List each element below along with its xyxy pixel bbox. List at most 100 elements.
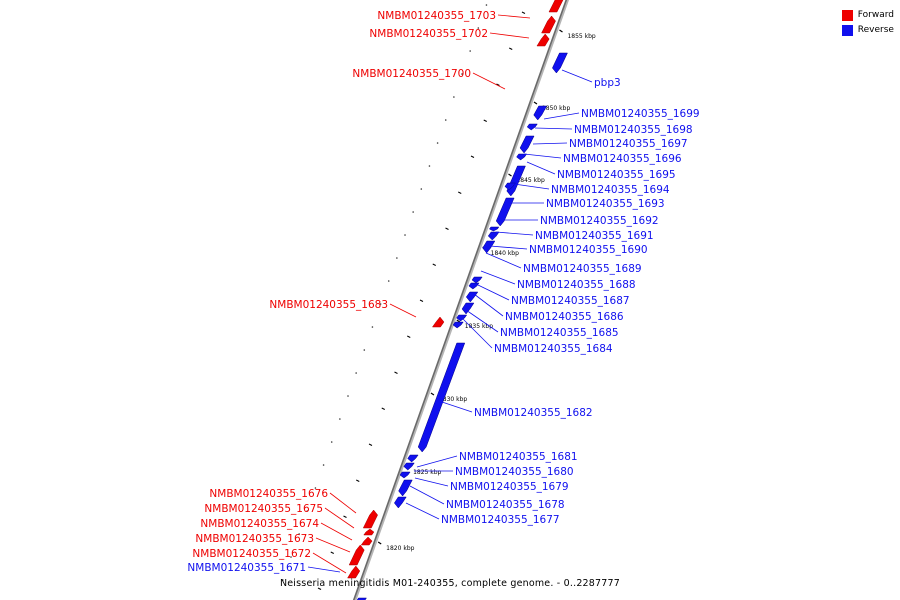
tick-mark	[456, 319, 461, 323]
gene-label[interactable]: NMBM01240355_1693	[546, 198, 665, 210]
gene-NMBM01240355_1699[interactable]	[533, 105, 548, 121]
scale-dot	[314, 487, 317, 489]
gene-NMBM01240355_1689[interactable]	[471, 276, 483, 284]
gene-NMBM01240355_1702[interactable]	[541, 15, 556, 34]
label-connector	[389, 303, 417, 318]
tick-mark	[533, 101, 538, 105]
tick-label: 1850 kbp	[542, 105, 570, 112]
gene-label[interactable]: NMBM01240355_1684	[494, 343, 613, 355]
scale-dot	[387, 280, 390, 282]
minor-tick	[458, 191, 462, 194]
gene-label[interactable]: NMBM01240355_1687	[511, 295, 630, 307]
gene-label[interactable]: NMBM01240355_1681	[459, 451, 578, 463]
gene-label[interactable]: NMBM01240355_1703	[377, 10, 496, 22]
gene-label[interactable]: NMBM01240355_1676	[209, 488, 328, 500]
gene-NMBM01240355_1694[interactable]	[504, 182, 516, 191]
gene-NMBM01240355_1677[interactable]	[394, 496, 407, 509]
gene-NMBM01240355_1681[interactable]	[407, 454, 419, 463]
gene-NMBM01240355_1680[interactable]	[403, 462, 415, 471]
gene-label[interactable]: NMBM01240355_1685	[500, 327, 619, 339]
gene-NMBM01240355_1696[interactable]	[516, 153, 528, 161]
backbone-line	[352, 0, 568, 600]
gene-label[interactable]: NMBM01240355_1677	[441, 514, 560, 526]
gene-label[interactable]: NMBM01240355_1692	[540, 215, 659, 227]
scale-dot	[298, 533, 300, 535]
gene-label[interactable]: NMBM01240355_1680	[455, 466, 574, 478]
label-connector	[315, 537, 351, 553]
label-connector	[312, 552, 347, 574]
label-connector	[523, 153, 562, 159]
label-connector	[472, 72, 506, 90]
legend-forward: Forward	[841, 8, 894, 23]
gene-NMBM01240355_1697[interactable]	[519, 135, 535, 154]
gene-NMBM01240355_1682[interactable]	[417, 342, 466, 453]
gene-NMBM01240355_1693[interactable]	[495, 197, 515, 227]
gene-NMBM01240355_1684[interactable]	[452, 321, 464, 329]
label-connector	[329, 492, 357, 514]
gene-pbp3[interactable]	[552, 52, 568, 74]
scale-dot	[485, 4, 488, 6]
gene-label[interactable]: NMBM01240355_1678	[446, 499, 565, 511]
reverse-swatch	[841, 25, 853, 36]
minor-tick	[394, 371, 398, 374]
gene-NMBM01240355_1676[interactable]	[362, 509, 378, 529]
tick-label: 1855 kbp	[567, 33, 595, 40]
gene-label[interactable]: NMBM01240355_1699	[581, 108, 700, 120]
gene-NMBM01240355_1678[interactable]	[398, 479, 413, 497]
label-connector	[495, 231, 534, 236]
gene-NMBM01240355_1703[interactable]	[548, 0, 564, 13]
gene-label[interactable]: NMBM01240355_1673	[195, 533, 314, 545]
gene-label[interactable]: NMBM01240355_1675	[204, 503, 323, 515]
gene-label[interactable]: NMBM01240355_1679	[450, 481, 569, 493]
tick-mark	[430, 392, 435, 396]
gene-NMBM01240355_1672[interactable]	[347, 565, 361, 579]
gene-label[interactable]: NMBM01240355_1697	[569, 138, 688, 150]
gene-NMBM01240355_1679[interactable]	[399, 471, 411, 479]
gene-label[interactable]: NMBM01240355_1696	[563, 153, 682, 165]
gene-NMBM01240355_1675[interactable]	[363, 528, 375, 536]
gene-features	[347, 0, 568, 600]
gene-NMBM01240355_1692[interactable]	[489, 226, 500, 232]
minor-tick	[419, 299, 424, 302]
scale-dot	[379, 303, 382, 305]
gene-label[interactable]: NMBM01240355_1695	[557, 169, 676, 181]
gene-NMBM01240355_1683[interactable]	[431, 316, 445, 328]
gene-label[interactable]: NMBM01240355_1694	[551, 184, 670, 196]
gene-label[interactable]: NMBM01240355_1674	[200, 518, 319, 530]
gene-label[interactable]: NMBM01240355_1686	[505, 311, 624, 323]
label-connector	[489, 32, 530, 39]
gene-NMBM01240355_1700[interactable]	[536, 33, 550, 47]
scale-dot	[363, 349, 366, 351]
gene-label[interactable]: NMBM01240355_1691	[535, 230, 654, 242]
gene-NMBM01240355_1686[interactable]	[461, 302, 475, 315]
gene-label[interactable]: pbp3	[594, 77, 621, 89]
label-connector	[489, 245, 528, 250]
gene-label[interactable]: NMBM01240355_1683	[269, 299, 388, 311]
label-connector	[416, 455, 458, 468]
gene-label[interactable]: NMBM01240355_1702	[369, 28, 488, 40]
gene-NMBM01240355_1674[interactable]	[360, 536, 373, 546]
gene-label[interactable]: NMBM01240355_1689	[523, 263, 642, 275]
gene-labels: NMBM01240355_1703 NMBM01240355_1702 NMBM01…	[187, 10, 699, 574]
scale-dot	[420, 188, 423, 190]
genome-backbone	[282, 0, 570, 600]
label-connector	[534, 127, 573, 130]
scale-dot	[339, 418, 341, 420]
gene-NMBM01240355_1698[interactable]	[526, 123, 538, 131]
gene-NMBM01240355_1688[interactable]	[468, 282, 480, 290]
gene-label[interactable]: NMBM01240355_1671	[187, 562, 306, 574]
gene-label[interactable]: NMBM01240355_1690	[529, 244, 648, 256]
gene-NMBM01240355_1691[interactable]	[487, 231, 500, 241]
gene-label[interactable]: NMBM01240355_1682	[474, 407, 593, 419]
gene-label[interactable]: NMBM01240355_1672	[192, 548, 311, 560]
gene-label[interactable]: NMBM01240355_1698	[574, 124, 693, 136]
gene-label[interactable]: NMBM01240355_1688	[517, 279, 636, 291]
gene-label[interactable]: NMBM01240355_1700	[352, 68, 471, 80]
scale-dot	[290, 556, 292, 558]
gene-NMBM01240355_1687[interactable]	[465, 291, 479, 303]
kbp-ticks: 1855 kbp 1850 kbp 1845 kbp 1840 kbp 1835 kbp…	[317, 11, 596, 590]
gene-NMBM01240355_1673[interactable]	[348, 544, 365, 566]
gene-NMBM01240355_1690[interactable]	[482, 240, 496, 254]
legend-reverse-label: Reverse	[857, 25, 894, 35]
